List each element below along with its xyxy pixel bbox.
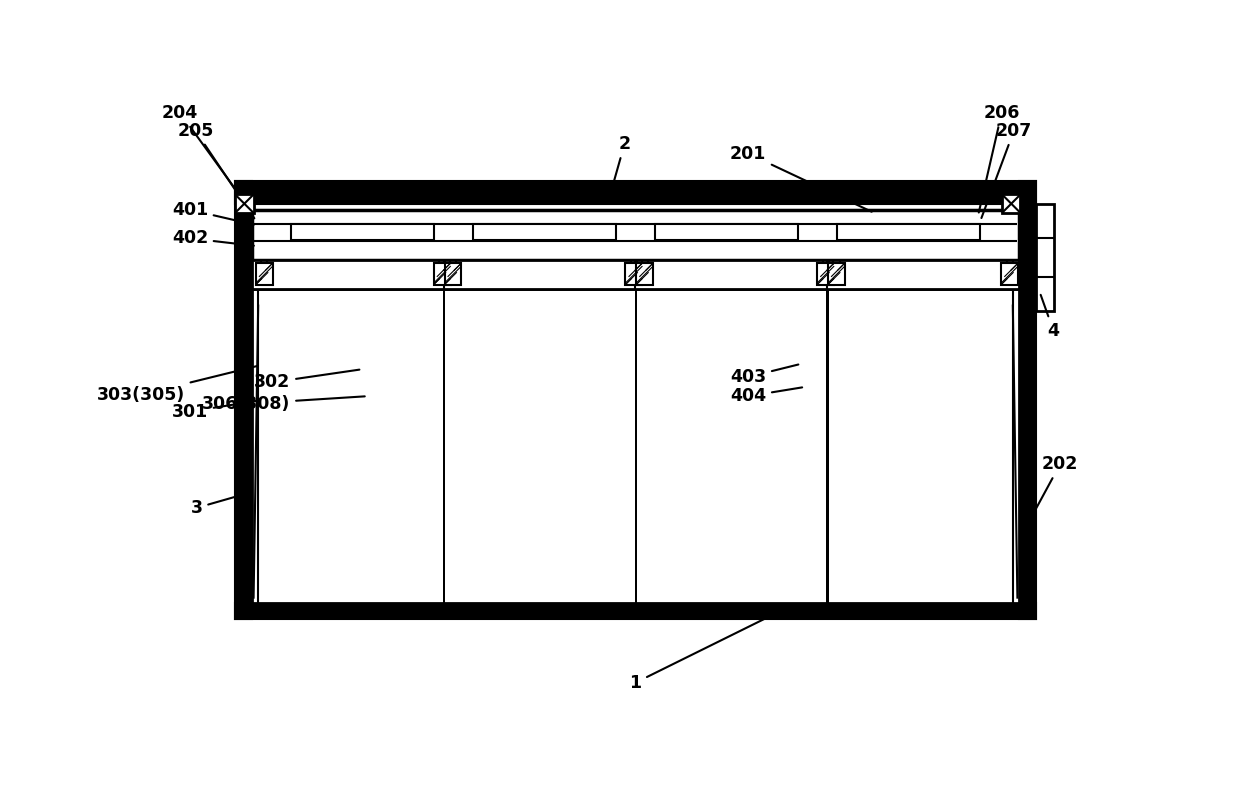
Bar (236, 602, 1035, 619)
Bar (1001, 263, 1018, 284)
Bar (635, 289, 637, 602)
Text: 3: 3 (191, 493, 248, 517)
Text: 1: 1 (630, 619, 764, 692)
Bar (252, 210, 1019, 260)
Text: 4: 4 (1040, 295, 1059, 340)
Bar (236, 181, 1035, 204)
Text: 402: 402 (172, 229, 254, 248)
Bar (474, 225, 616, 240)
Bar (625, 263, 642, 284)
Text: 202: 202 (1035, 455, 1079, 509)
Text: 207: 207 (981, 121, 1032, 218)
Text: 303(305): 303(305) (97, 366, 257, 403)
Text: 302: 302 (254, 370, 360, 392)
Text: 205: 205 (177, 121, 254, 218)
Bar (1035, 204, 1054, 312)
Bar (252, 204, 1019, 210)
Bar (236, 194, 253, 213)
Bar (443, 289, 445, 602)
Text: 404: 404 (730, 388, 802, 405)
Bar (255, 263, 273, 284)
Text: 401: 401 (172, 201, 254, 225)
Bar (291, 225, 434, 240)
Bar (434, 263, 450, 284)
Bar (1019, 181, 1035, 619)
Text: 206: 206 (978, 104, 1021, 213)
Bar (1002, 194, 1021, 213)
Bar (837, 225, 980, 240)
Bar (444, 263, 461, 284)
Bar (826, 289, 828, 602)
Bar (817, 263, 835, 284)
Text: 301: 301 (172, 400, 259, 420)
Bar (236, 181, 252, 619)
Bar (252, 289, 1019, 602)
Text: 2: 2 (613, 134, 631, 184)
Bar (828, 263, 844, 284)
Text: 403: 403 (730, 364, 799, 386)
Bar (252, 260, 1019, 289)
Bar (655, 225, 797, 240)
Text: 306(308): 306(308) (202, 395, 365, 413)
Text: 204: 204 (162, 104, 253, 213)
Bar (636, 263, 653, 284)
Text: 201: 201 (730, 145, 872, 212)
